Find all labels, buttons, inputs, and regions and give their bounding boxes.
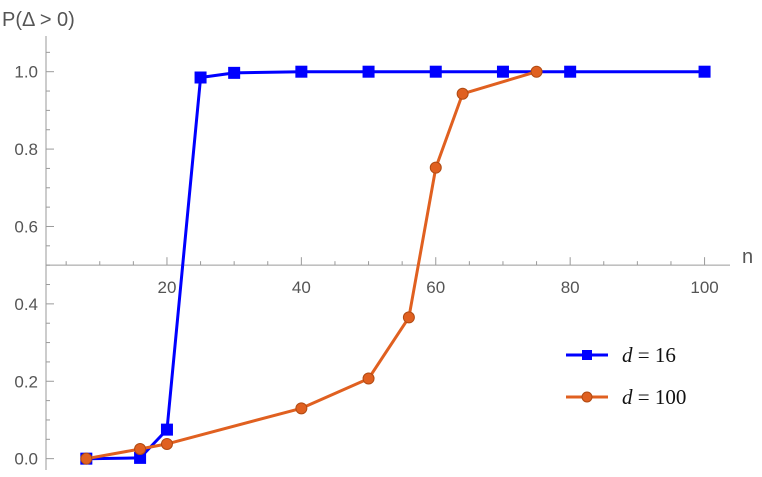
data-point (496, 65, 509, 78)
data-point (160, 423, 173, 436)
data-point (295, 402, 308, 415)
data-point (228, 66, 241, 79)
x-axis-title: n (742, 246, 753, 268)
y-tick-label: 0.2 (14, 372, 38, 391)
data-point (295, 65, 308, 78)
legend-item-2: d = 100 (566, 385, 686, 409)
x-tick-label: 100 (690, 278, 718, 297)
x-tick-label: 40 (292, 278, 311, 297)
x-tick-label: 80 (561, 278, 580, 297)
data-point (698, 65, 711, 78)
data-point (134, 442, 147, 455)
legend: d = 16 d = 100 (566, 343, 686, 409)
y-tick-label: 0.4 (14, 295, 38, 314)
y-axis-title: P(Δ > 0) (2, 9, 75, 31)
data-point (429, 161, 442, 174)
data-point (80, 452, 93, 465)
data-point (530, 65, 543, 78)
data-point (362, 65, 375, 78)
series-2 (80, 65, 543, 465)
x-tick-label: 60 (426, 278, 445, 297)
y-tick-label: 0.0 (14, 450, 38, 469)
y-tick-label: 1.0 (14, 63, 38, 82)
data-point (429, 65, 442, 78)
data-point (160, 437, 173, 450)
data-point (402, 311, 415, 324)
data-point (456, 87, 469, 100)
tick-labels: 0.0 0.2 0.4 0.6 0.8 1.0 20 40 60 80 100 (14, 63, 718, 469)
y-tick-label: 0.8 (14, 140, 38, 159)
y-tick-label: 0.6 (14, 217, 38, 236)
data-point (194, 71, 207, 84)
legend-marker (582, 350, 592, 360)
legend-marker (581, 391, 593, 403)
x-tick-label: 20 (157, 278, 176, 297)
series-group (80, 65, 711, 465)
legend-label: d = 16 (622, 343, 676, 367)
axes (45, 36, 730, 470)
data-point (362, 372, 375, 385)
legend-item-1: d = 16 (566, 343, 676, 367)
data-point (564, 65, 577, 78)
data-point (134, 451, 147, 464)
legend-label: d = 100 (622, 385, 686, 409)
